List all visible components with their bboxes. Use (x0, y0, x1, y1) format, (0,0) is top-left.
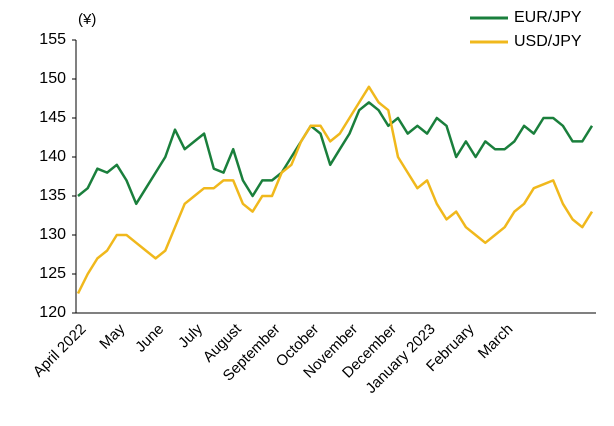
x-tick-label: April 2022 (30, 321, 90, 381)
y-tick-label: 125 (39, 265, 66, 282)
y-tick-label: 120 (39, 304, 66, 321)
legend-label: EUR/JPY (514, 9, 582, 26)
y-tick-label: 135 (39, 187, 66, 204)
y-tick-label: 150 (39, 70, 66, 87)
unit-label: (¥) (78, 11, 96, 28)
series-line (77, 101, 594, 206)
x-tick-label: June (132, 321, 167, 356)
y-tick-label: 155 (39, 31, 66, 48)
y-tick-label: 140 (39, 148, 66, 165)
x-tick-label: May (96, 320, 128, 352)
x-tick-label: March (475, 321, 516, 362)
series-line (76, 85, 594, 295)
y-tick-label: 130 (39, 226, 66, 243)
legend-label: USD/JPY (514, 33, 582, 50)
y-tick-label: 145 (39, 109, 66, 126)
x-tick-label: July (175, 320, 206, 351)
